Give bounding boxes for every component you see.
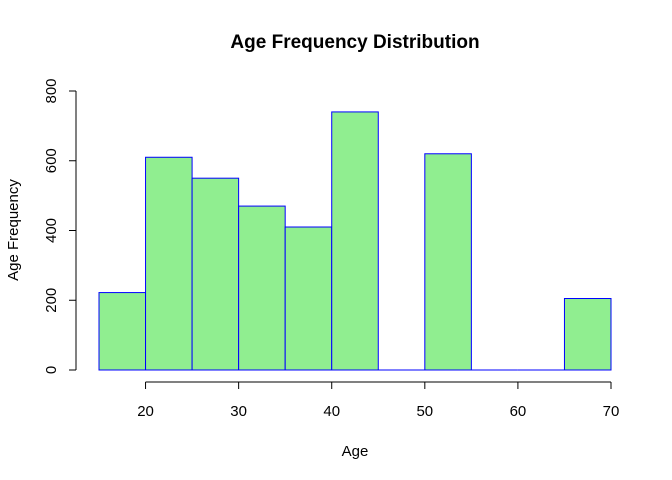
- histogram-bar-35-40: [284, 226, 333, 371]
- x-tick-label: 70: [603, 403, 620, 420]
- x-tick-label: 60: [510, 403, 527, 420]
- histogram-bar-40-45: [331, 111, 379, 371]
- x-tick-label: 40: [323, 403, 340, 420]
- histogram-bar-20-25: [145, 156, 193, 371]
- x-axis-title: Age: [342, 443, 369, 460]
- y-tick-label: 800: [43, 78, 60, 103]
- y-tick-label: 0: [43, 366, 60, 374]
- x-axis: 20 30 40 50 60 70: [137, 381, 620, 420]
- histogram-bars: [98, 111, 612, 371]
- y-tick-label: 200: [43, 288, 60, 313]
- y-axis-title: Age Frequency: [5, 179, 22, 281]
- chart-title: Age Frequency Distribution: [230, 32, 479, 53]
- y-axis: 0 200 400 600 800: [43, 78, 77, 374]
- x-tick-label: 20: [137, 403, 154, 420]
- histogram-bar-65-70: [563, 298, 612, 371]
- x-tick-label: 50: [416, 403, 433, 420]
- y-tick-label: 600: [43, 148, 60, 173]
- x-tick-label: 30: [230, 403, 247, 420]
- histogram-bar-15-20: [98, 292, 147, 371]
- histogram-bar-30-35: [238, 205, 286, 371]
- histogram-bar-25-30: [191, 177, 240, 371]
- histogram-bar-50-55: [424, 153, 472, 371]
- y-tick-label: 400: [43, 218, 60, 243]
